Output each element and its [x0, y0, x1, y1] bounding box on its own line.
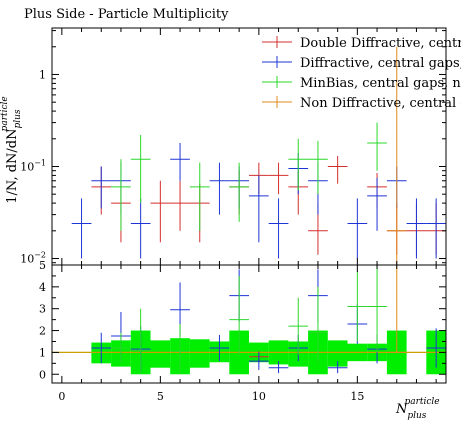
ratio-xtick-label-1: 5 — [157, 390, 164, 403]
legend-label-3: Non Diffractive, central gaps — [300, 96, 461, 111]
main-plot-marks — [71, 46, 446, 265]
x-axis-label: Nplus particle — [395, 397, 440, 421]
main-ytick-label-0: 10−2 — [20, 251, 46, 266]
main-series-1 — [71, 143, 446, 259]
svg-text:Nplusparticle: Nplus particle — [395, 397, 440, 421]
ratio-ytick-label-3: 3 — [39, 303, 46, 316]
ratio-ytick-label-0: 0 — [39, 368, 46, 381]
y-axis-label: 1/N, dN/dNplusparticle — [0, 96, 23, 203]
chart-title: Plus Side - Particle Multiplicity — [24, 7, 229, 22]
main-ytick-label-2: 1 — [39, 68, 46, 81]
ratio-plot-marks — [52, 265, 446, 375]
ratio-ytick-label-4: 4 — [39, 281, 46, 294]
band-bin-3 — [150, 340, 171, 368]
ratio-frame — [51, 264, 447, 384]
ratio-ytick-label-5: 5 — [39, 259, 46, 272]
ratio-series-3 — [386, 265, 407, 353]
y-axis-label-main: 1/N, dN/dN — [5, 129, 20, 204]
main-ytick-label-1: 10−1 — [20, 158, 46, 173]
legend: Double Diffractive, central gaps Diffract… — [262, 36, 461, 111]
x-axis-label-sub: plus — [407, 411, 426, 421]
band-bin-12 — [327, 340, 348, 367]
y-axis-label-sup: particle — [0, 96, 10, 131]
legend-label-2: MinBias, central gaps, no ... — [300, 76, 461, 91]
main-series-2 — [111, 122, 387, 231]
legend-label-1: Diffractive, central gaps, no ... — [300, 56, 461, 71]
main-series-3 — [386, 46, 407, 265]
legend-label-0: Double Diffractive, central gaps — [300, 36, 461, 51]
svg-text:1/N, dN/dNplusparticle: 1/N, dN/dNplusparticle — [0, 96, 23, 203]
ratio-plot-axes: 0 1 2 3 4 5 0 5 10 15 — [39, 259, 447, 403]
band-bin-5 — [189, 339, 210, 368]
ratio-series-2 — [111, 265, 387, 375]
ratio-xtick-label-0: 0 — [58, 390, 65, 403]
ratio-xtick-label-3: 15 — [350, 390, 364, 403]
x-axis-label-sup: particle — [404, 397, 439, 407]
ratio-xtick-label-2: 10 — [252, 390, 266, 403]
x-axis-label-main: N — [395, 402, 408, 417]
y-axis-label-sub: plus — [13, 109, 23, 128]
main-series-0 — [91, 156, 446, 255]
ratio-ytick-label-1: 1 — [39, 346, 46, 359]
ratio-ytick-label-2: 2 — [39, 325, 46, 338]
